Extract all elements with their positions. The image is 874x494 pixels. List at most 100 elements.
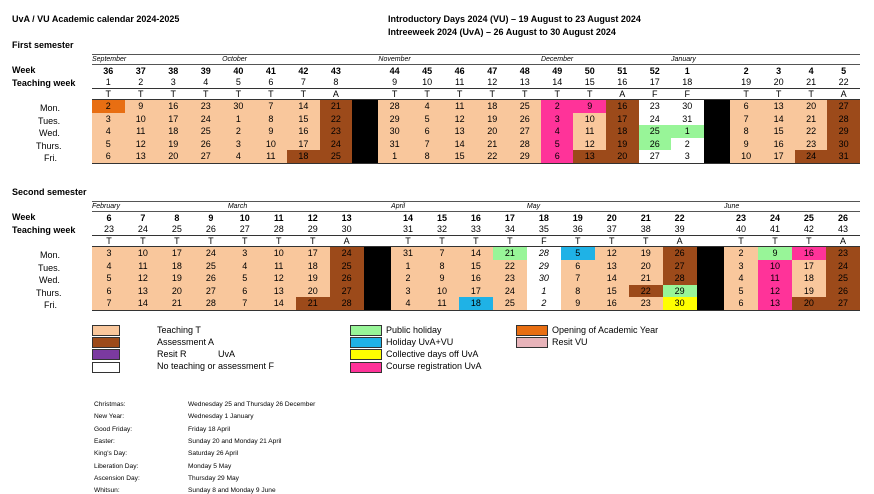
legend-label: Public holiday xyxy=(386,324,442,335)
day-cell: 5 xyxy=(560,246,595,260)
day-cell: 24 xyxy=(189,112,223,125)
month-label: March xyxy=(227,201,262,212)
day-cell: 3 xyxy=(391,284,425,297)
day-cell: 19 xyxy=(628,246,663,260)
day-cell: 12 xyxy=(443,112,476,125)
day-label-fri-s1: Fri. xyxy=(44,153,57,163)
day-cell: 19 xyxy=(159,272,194,285)
teaching-week-number: 40 xyxy=(724,224,758,236)
teaching-week-number: 43 xyxy=(825,224,860,236)
teaching-week-number: 37 xyxy=(594,224,629,236)
week-code: F xyxy=(652,89,658,99)
legend-swatch xyxy=(350,325,382,336)
day-cell: 7 xyxy=(560,272,595,285)
week-code: A xyxy=(839,236,846,246)
day-cell: 20 xyxy=(794,99,828,113)
day-cell: 23 xyxy=(189,99,223,113)
week-number: 9 xyxy=(208,213,214,223)
teaching-week-number: 6 xyxy=(254,77,288,89)
break-cell xyxy=(363,272,392,285)
day-cell: 20 xyxy=(157,150,190,164)
day-cell: 13 xyxy=(443,125,476,138)
day-cell: 9 xyxy=(124,99,158,113)
day-cell: 11 xyxy=(125,259,160,272)
week-code: T xyxy=(772,236,778,246)
day-label-tue-s2: Tues. xyxy=(38,262,61,273)
day-cell: 4 xyxy=(724,272,758,285)
day-cell: 9 xyxy=(425,272,459,285)
day-cell: 22 xyxy=(492,259,527,272)
gap-cell xyxy=(696,211,725,224)
day-cell: 13 xyxy=(594,259,629,272)
holiday-name: Liberation Day: xyxy=(94,462,139,470)
day-cell: 24 xyxy=(794,150,828,164)
day-cell: 14 xyxy=(287,99,320,113)
week-number: 43 xyxy=(330,66,341,76)
teaching-week-number: 11 xyxy=(443,77,476,89)
break-cell xyxy=(703,137,730,150)
day-label-thu-s2: Thurs. xyxy=(36,287,62,298)
month-cell xyxy=(254,54,288,65)
day-cell: 4 xyxy=(222,150,255,164)
holiday-name: Easter: xyxy=(94,437,115,445)
teaching-week-number: 13 xyxy=(508,77,541,89)
day-label-thu-s1: Thurs. xyxy=(36,140,62,151)
day-cell: 25 xyxy=(825,272,860,285)
day-cell: 24 xyxy=(638,112,672,125)
holiday-date: Wednesday 25 and Thursday 26 December xyxy=(188,401,316,408)
legend-label-extra: UvA xyxy=(218,348,236,359)
day-cell: 22 xyxy=(319,112,353,125)
day-cell: 20 xyxy=(295,284,330,297)
month-cell xyxy=(606,54,639,65)
day-cell: 18 xyxy=(458,297,493,311)
day-cell: 26 xyxy=(638,137,672,150)
day-cell: 28 xyxy=(193,297,228,311)
week-code: T xyxy=(642,236,649,246)
teaching-week-number: 17 xyxy=(638,77,672,89)
month-label: September xyxy=(92,54,127,65)
teaching-week-number: 18 xyxy=(671,77,704,89)
week-number: 22 xyxy=(674,213,685,223)
day-cell: 2 xyxy=(222,125,255,138)
day-cell: 31 xyxy=(378,137,411,150)
day-cell: 27 xyxy=(329,284,364,297)
day-cell: 6 xyxy=(227,284,262,297)
week-number: 17 xyxy=(504,213,515,223)
week-number: 48 xyxy=(519,66,530,76)
day-cell: 8 xyxy=(425,259,459,272)
week-number: 10 xyxy=(239,213,250,223)
week-number: 6 xyxy=(106,213,112,223)
break-cell xyxy=(696,284,725,297)
day-cell: 10 xyxy=(573,112,606,125)
day-cell: 15 xyxy=(762,125,795,138)
month-cell xyxy=(295,201,330,212)
teaching-week-label-s1: Teaching week xyxy=(12,78,76,88)
day-cell: 11 xyxy=(443,99,476,113)
day-cell: 14 xyxy=(762,112,795,125)
week-code: T xyxy=(208,236,214,246)
day-cell: 30 xyxy=(222,99,255,113)
day-cell: 2 xyxy=(526,297,561,311)
month-cell xyxy=(425,201,459,212)
day-cell: 19 xyxy=(606,137,639,150)
day-label-wed-s1: Wed. xyxy=(39,128,60,138)
semester-2-title: Second semester xyxy=(12,187,87,197)
break-cell xyxy=(352,125,379,138)
day-cell: 1 xyxy=(378,150,411,164)
week-code: F xyxy=(684,89,691,99)
semester-1-title: First semester xyxy=(12,40,74,50)
day-cell: 6 xyxy=(410,125,444,138)
gap-cell xyxy=(363,235,392,247)
day-cell: 8 xyxy=(410,150,444,164)
day-cell: 2 xyxy=(391,272,425,285)
day-cell: 18 xyxy=(287,150,320,164)
legend-label: Assessment A xyxy=(157,336,215,347)
semester-1-calendar: September October November December January 3… xyxy=(92,54,860,164)
break-cell xyxy=(352,99,379,113)
break-cell xyxy=(696,297,725,311)
day-cell: 6 xyxy=(560,259,595,272)
month-cell xyxy=(319,54,353,65)
day-cell: 24 xyxy=(492,284,527,297)
day-cell: 13 xyxy=(125,284,160,297)
teaching-week-number: 23 xyxy=(92,224,126,236)
